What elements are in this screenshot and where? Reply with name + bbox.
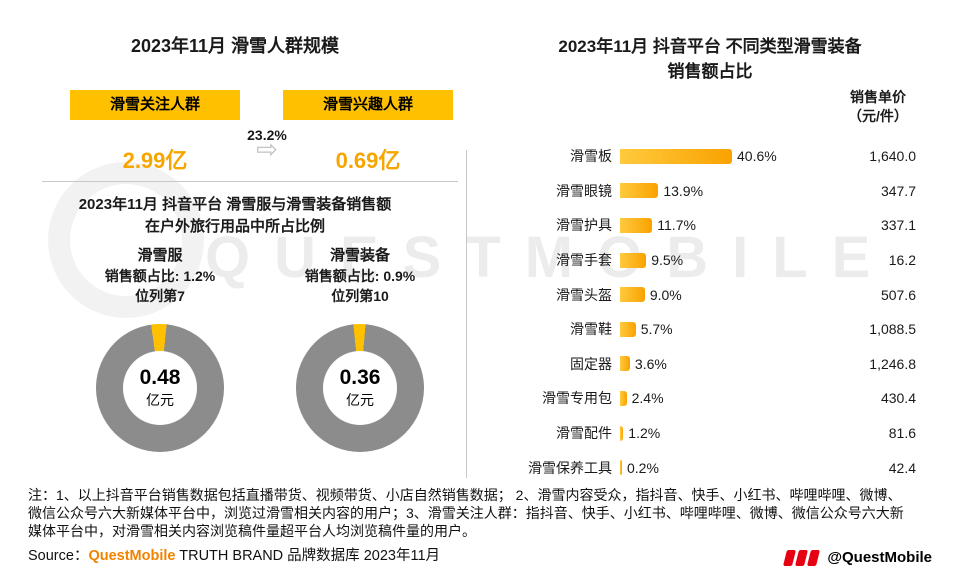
- bar-row: 固定器 3.6% 1,246.8: [498, 347, 916, 382]
- unit-price-value: 1,246.8: [869, 355, 916, 372]
- bar: [620, 252, 647, 268]
- donut-share-label: 销售额占比: 0.9%: [304, 268, 416, 284]
- ski-gear-donut-chart: 0.36 亿元: [296, 324, 424, 452]
- unit-price-value: 430.4: [880, 390, 916, 407]
- bar: [620, 390, 627, 406]
- source-brand: QuestMobile: [88, 548, 176, 564]
- bar-value-label: 9.5%: [651, 252, 684, 269]
- conversion-rate-label: 23.2%: [247, 127, 287, 143]
- bar: [620, 321, 636, 337]
- bar-row: 滑雪保养工具 0.2% 42.4: [498, 450, 916, 485]
- unit-price-value: 42.4: [888, 459, 916, 476]
- interest-group-chip: 滑雪兴趣人群: [283, 90, 453, 120]
- right-arrow-icon: ⇨: [256, 134, 278, 164]
- bar-category-label: 滑雪护具: [556, 217, 612, 234]
- ski-apparel-info: 滑雪服 销售额占比: 1.2% 位列第7: [60, 246, 260, 306]
- bar-value-label: 1.2%: [628, 425, 661, 442]
- bar: [620, 217, 653, 233]
- footnotes: 注：1、以上抖音平台销售数据包括直播带货、视频带货、小店自然销售数据； 2、滑雪…: [28, 487, 904, 539]
- social-handle: @QuestMobile: [783, 548, 932, 566]
- unit-price-header-line2: （元/件）: [848, 108, 908, 124]
- source-prefix: Source：: [28, 548, 89, 564]
- bar-chart-title: 2023年11月 抖音平台 不同类型滑雪装备 销售额占比: [480, 34, 940, 84]
- bar-value-label: 5.7%: [640, 321, 673, 338]
- ski-gear-info: 滑雪装备 销售额占比: 0.9% 位列第10: [260, 246, 460, 306]
- donut-name: 滑雪服: [137, 247, 183, 264]
- bar-row: 滑雪专用包 2.4% 430.4: [498, 381, 916, 416]
- interest-group-value: 0.69亿: [335, 148, 401, 173]
- vertical-divider: [466, 150, 467, 478]
- bar-category-label: 滑雪鞋: [570, 321, 612, 338]
- unit-price-value: 337.1: [880, 217, 916, 234]
- donut-section-title-line2: 在户外旅行用品中所占比例: [144, 218, 325, 235]
- ski-apparel-donut-chart: 0.48 亿元: [96, 324, 224, 452]
- unit-price-value: 507.6: [880, 286, 916, 303]
- unit-price-value: 1,640.0: [869, 148, 916, 165]
- unit-price-value: 1,088.5: [869, 321, 916, 338]
- unit-price-value: 347.7: [880, 182, 916, 199]
- donut-center-unit: 亿元: [146, 392, 174, 408]
- bar: [620, 148, 732, 164]
- bar-category-label: 滑雪板: [570, 148, 612, 165]
- donut-hole: 0.48 亿元: [123, 351, 197, 425]
- bar-value-label: 2.4%: [631, 390, 664, 407]
- bar-row: 滑雪鞋 5.7% 1,088.5: [498, 312, 916, 347]
- unit-price-header: 销售单价 （元/件）: [836, 88, 920, 126]
- bar: [620, 425, 624, 441]
- handle-text: @QuestMobile: [827, 548, 932, 566]
- donut-hole: 0.36 亿元: [323, 351, 397, 425]
- bar: [620, 287, 645, 303]
- bar-row: 滑雪配件 1.2% 81.6: [498, 416, 916, 451]
- donut-rank-label: 位列第10: [331, 288, 389, 304]
- donut-rank-label: 位列第7: [135, 288, 185, 304]
- bar-category-label: 固定器: [570, 355, 612, 372]
- bar-chart-rows: 滑雪板 40.6% 1,640.0 滑雪眼镜 13.9% 347.7 滑雪护具 11.7% 33…: [498, 139, 916, 485]
- bar-value-label: 11.7%: [657, 217, 696, 234]
- population-panel-title: 2023年11月 滑雪人群规模: [130, 36, 340, 56]
- bar-value-label: 3.6%: [634, 355, 667, 372]
- bar-chart-title-line1: 2023年11月 抖音平台 不同类型滑雪装备: [558, 37, 862, 56]
- donut-name: 滑雪装备: [329, 247, 390, 264]
- red-brand-logo-icon: [783, 548, 821, 566]
- bar-value-label: 0.2%: [627, 459, 659, 476]
- bar-row: 滑雪护具 11.7% 337.1: [498, 208, 916, 243]
- donut-center-value: 0.36: [339, 366, 381, 389]
- unit-price-header-line1: 销售单价: [850, 89, 906, 105]
- bar: [620, 356, 630, 372]
- bar-category-label: 滑雪保养工具: [528, 459, 612, 476]
- unit-price-value: 16.2: [888, 252, 916, 269]
- bar-row: 滑雪头盔 9.0% 507.6: [498, 277, 916, 312]
- source-line: Source：QuestMobile TRUTH BRAND 品牌数据库 202…: [28, 544, 440, 565]
- bar-category-label: 滑雪头盔: [556, 286, 612, 303]
- bar-value-label: 9.0%: [649, 286, 682, 303]
- bar-value-label: 13.9%: [663, 182, 704, 199]
- bar: [620, 460, 622, 476]
- attention-group-chip: 滑雪关注人群: [70, 90, 240, 120]
- source-suffix: TRUTH BRAND 品牌数据库 2023年11月: [175, 548, 441, 564]
- bar-row: 滑雪板 40.6% 1,640.0: [498, 139, 916, 174]
- bar-row: 滑雪眼镜 13.9% 347.7: [498, 174, 916, 209]
- horizontal-divider: [42, 181, 458, 182]
- bar-row: 滑雪手套 9.5% 16.2: [498, 243, 916, 278]
- bar-chart-title-line2: 销售额占比: [667, 62, 753, 81]
- unit-price-value: 81.6: [888, 425, 916, 442]
- donut-center-unit: 亿元: [346, 392, 374, 408]
- bar: [620, 183, 659, 199]
- bar-category-label: 滑雪眼镜: [556, 182, 612, 199]
- bar-value-label: 40.6%: [737, 148, 777, 165]
- donut-center-value: 0.48: [139, 366, 181, 389]
- attention-group-value: 2.99亿: [122, 148, 188, 173]
- donut-section-title-line1: 2023年11月 抖音平台 滑雪服与滑雪装备销售额: [78, 196, 392, 213]
- donut-section-title: 2023年11月 抖音平台 滑雪服与滑雪装备销售额 在户外旅行用品中所占比例: [35, 194, 435, 238]
- bar-category-label: 滑雪专用包: [542, 390, 612, 407]
- donut-share-label: 销售额占比: 1.2%: [104, 268, 216, 284]
- bar-category-label: 滑雪配件: [556, 425, 612, 442]
- bar-category-label: 滑雪手套: [556, 252, 612, 269]
